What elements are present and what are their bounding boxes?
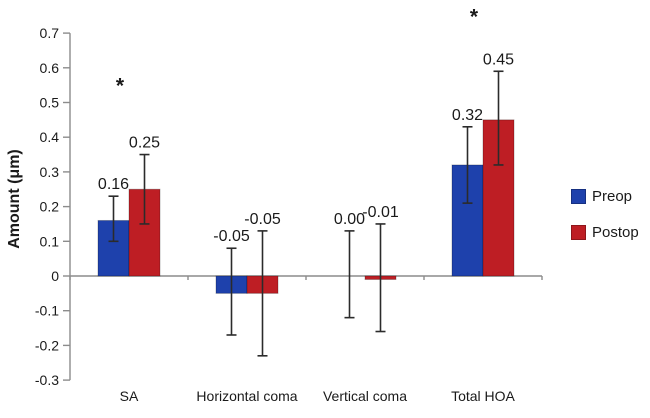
value-label: 0.25 xyxy=(129,135,160,152)
y-tick-label: 0.6 xyxy=(40,60,60,76)
value-label: -0.05 xyxy=(244,211,281,228)
y-tick-label: 0.4 xyxy=(40,129,60,145)
x-category-label: Horizontal coma xyxy=(196,388,297,404)
value-label: -0.05 xyxy=(213,228,250,245)
y-tick-label: 0.7 xyxy=(40,25,60,41)
y-tick-label: 0.3 xyxy=(40,164,60,180)
y-tick-label: 0.5 xyxy=(40,95,60,111)
value-label: -0.01 xyxy=(362,204,399,221)
y-tick-label: 0.1 xyxy=(40,233,60,249)
x-category-label: SA xyxy=(120,388,139,404)
x-category-label: Total HOA xyxy=(451,388,515,404)
y-tick-label: 0.2 xyxy=(40,199,60,215)
y-tick-label: -0.2 xyxy=(35,337,59,353)
legend-label-postop: Postop xyxy=(592,224,639,241)
postop-color-swatch xyxy=(571,225,586,240)
legend-label-preop: Preop xyxy=(592,188,633,205)
y-axis-title: Amount (μm) xyxy=(6,149,23,249)
value-label: 0.32 xyxy=(452,107,483,124)
significance-asterisk: * xyxy=(470,5,479,28)
significance-asterisk: * xyxy=(116,75,125,98)
preop-color-swatch xyxy=(571,189,586,204)
legend-item-preop: Preop xyxy=(571,188,632,205)
value-label: 0.45 xyxy=(483,51,514,68)
y-tick-label: -0.1 xyxy=(35,303,59,319)
legend-item-postop: Postop xyxy=(571,224,639,241)
value-label: 0.16 xyxy=(98,176,129,193)
y-tick-label: -0.3 xyxy=(35,372,59,388)
x-category-label: Vertical coma xyxy=(323,388,407,404)
value-label: 0.00 xyxy=(334,211,365,228)
y-tick-label: 0 xyxy=(51,268,59,284)
